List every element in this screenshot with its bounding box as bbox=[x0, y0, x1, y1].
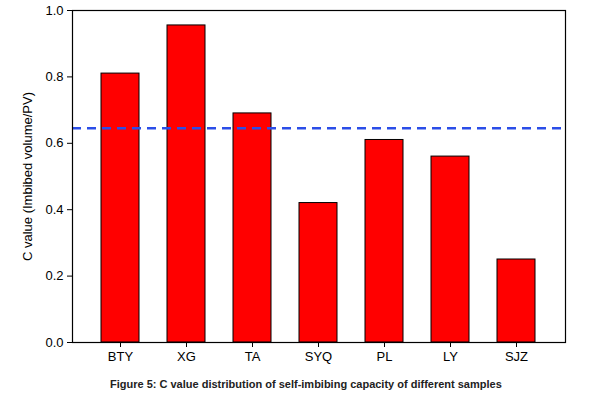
html-text:Figure 5: C value distribution: Figure 5: C value distribution of self-i… bbox=[110, 378, 502, 390]
svg-text:LY: LY bbox=[443, 349, 458, 364]
svg-text:SYQ: SYQ bbox=[305, 349, 332, 364]
svg-text:BTY: BTY bbox=[108, 349, 134, 364]
svg-text:0.8: 0.8 bbox=[45, 69, 63, 84]
svg-text:0.4: 0.4 bbox=[45, 202, 63, 217]
svg-text:SJZ: SJZ bbox=[505, 349, 528, 364]
svg-text:0.2: 0.2 bbox=[45, 268, 63, 283]
svg-text:XG: XG bbox=[177, 349, 196, 364]
svg-text:0.0: 0.0 bbox=[45, 335, 63, 350]
svg-text:PL: PL bbox=[377, 349, 393, 364]
svg-text:1.0: 1.0 bbox=[45, 3, 63, 18]
svg-text:TA: TA bbox=[245, 349, 261, 364]
svg-text:0.6: 0.6 bbox=[45, 135, 63, 150]
svg-text:C value (Imbibed volume/PV): C value (Imbibed volume/PV) bbox=[20, 92, 35, 261]
